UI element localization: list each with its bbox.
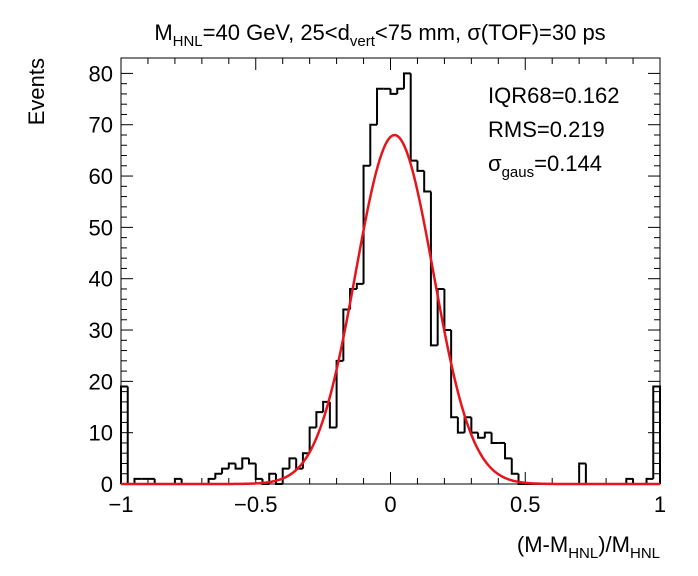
stats-line-part: IQR68=0.162 xyxy=(488,83,619,108)
gaussian-fit xyxy=(121,133,660,486)
y-tick-label: 40 xyxy=(89,267,113,292)
x-axis-label-part: HNL xyxy=(568,545,598,562)
y-tick-label: 80 xyxy=(89,61,113,86)
histogram-bin xyxy=(652,385,661,484)
histogram-bin xyxy=(335,359,344,428)
histogram-bin xyxy=(510,458,519,475)
stats-line-part: σ xyxy=(488,151,502,176)
chart-title-part: HNL xyxy=(173,33,203,50)
y-tick-label: 60 xyxy=(89,164,113,189)
y-tick-label: 30 xyxy=(89,318,113,343)
histogram-bin xyxy=(173,477,182,484)
histogram-bin xyxy=(396,87,404,94)
histogram-bin xyxy=(645,477,654,484)
x-tick-label: −0.5 xyxy=(234,492,277,517)
histogram-bin xyxy=(578,462,586,484)
stats-line-part: gaus xyxy=(502,164,535,181)
histogram-bin xyxy=(308,426,317,454)
x-axis-label-part: HNL xyxy=(630,545,660,562)
y-tick-label: 70 xyxy=(89,113,113,138)
histogram-bin xyxy=(402,72,411,89)
histogram-bin xyxy=(429,191,438,347)
x-axis-label: (M-MHNL)/MHNL xyxy=(517,532,660,562)
histogram-bin xyxy=(625,477,634,484)
histogram-bin xyxy=(214,472,223,479)
x-axis-label-part: )/M xyxy=(598,532,630,557)
histogram-bin xyxy=(517,473,526,485)
histogram-bin xyxy=(369,123,378,166)
histogram-bin xyxy=(477,432,485,439)
histogram-bin xyxy=(207,477,216,484)
histogram-bin xyxy=(315,411,324,428)
chart-title-part: <75 mm, σ(TOF)=30 ps xyxy=(375,20,606,45)
stats-line-part: =0.144 xyxy=(534,151,602,176)
chart-title-part: =40 GeV, 25<d xyxy=(203,20,350,45)
histogram-bin xyxy=(490,432,499,444)
histogram-bin xyxy=(483,431,492,438)
histogram-bin xyxy=(288,457,297,469)
y-axis-label: Events xyxy=(24,58,49,125)
histogram-bin xyxy=(254,463,263,480)
stats-line: RMS=0.219 xyxy=(488,117,605,142)
histogram-bin xyxy=(234,463,243,470)
histogram-bin xyxy=(248,458,256,465)
x-tick-label: 1 xyxy=(654,492,666,517)
histogram-bin xyxy=(389,88,398,95)
histogram-bin xyxy=(362,164,371,284)
histogram-bin xyxy=(268,472,276,484)
histogram-bin xyxy=(227,462,236,469)
histogram-bin xyxy=(355,282,364,289)
histogram-bin xyxy=(241,457,250,469)
histogram-bin xyxy=(120,385,128,484)
y-tick-label: 10 xyxy=(89,421,113,446)
histogram-bin xyxy=(456,417,465,434)
chart-title: MHNL=40 GeV, 25<dvert<75 mm, σ(TOF)=30 p… xyxy=(154,20,605,50)
histogram-bin xyxy=(416,160,425,172)
histogram-bin xyxy=(274,473,283,485)
stats-line: σgaus=0.144 xyxy=(488,151,602,181)
stats-line: IQR68=0.162 xyxy=(488,83,619,108)
x-tick-label: 0 xyxy=(384,492,396,517)
histogram-bin xyxy=(133,477,142,484)
x-axis-label-part: (M-M xyxy=(517,532,568,557)
histogram-bin xyxy=(376,87,384,125)
chart-title-part: vert xyxy=(350,33,376,50)
chart-title-part: M xyxy=(154,20,172,45)
y-tick-label: 20 xyxy=(89,369,113,394)
y-tick-label: 50 xyxy=(89,215,113,240)
histogram-bin xyxy=(423,170,431,193)
histogram-bin xyxy=(504,442,512,460)
histogram-bin xyxy=(328,401,337,429)
histogram-bin xyxy=(221,467,229,474)
x-tick-label: −1 xyxy=(108,492,133,517)
y-tick-label: 0 xyxy=(101,472,113,497)
stats-line-part: RMS=0.219 xyxy=(488,117,605,142)
x-tick-label: 0.5 xyxy=(510,492,541,517)
